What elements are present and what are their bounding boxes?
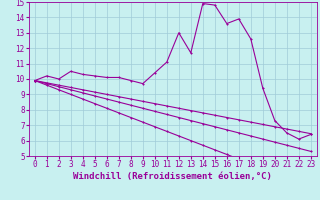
X-axis label: Windchill (Refroidissement éolien,°C): Windchill (Refroidissement éolien,°C) <box>73 172 272 181</box>
